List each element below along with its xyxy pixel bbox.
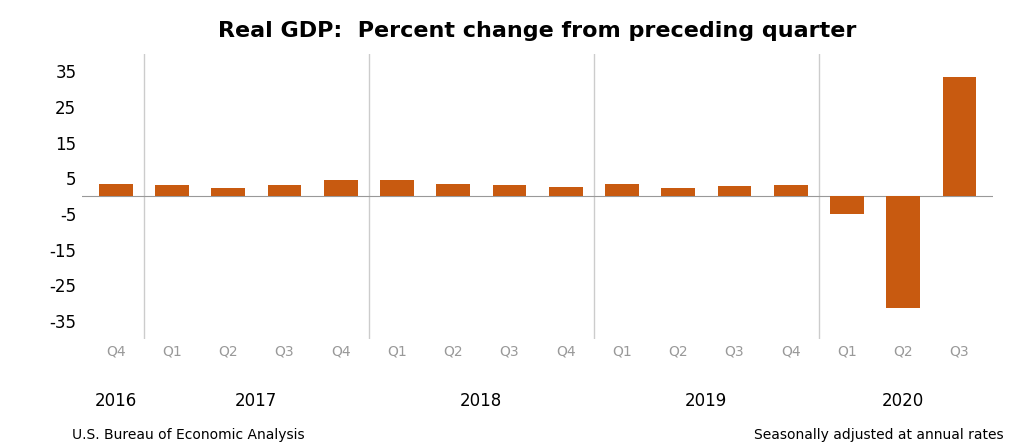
Bar bbox=[380, 180, 414, 196]
Text: 2018: 2018 bbox=[460, 392, 503, 410]
Bar bbox=[211, 188, 245, 196]
Bar bbox=[718, 186, 752, 196]
Bar bbox=[155, 185, 188, 196]
Bar bbox=[943, 77, 977, 196]
Bar bbox=[98, 184, 132, 196]
Bar bbox=[324, 180, 357, 196]
Bar bbox=[549, 187, 583, 196]
Bar bbox=[830, 196, 864, 214]
Text: 2019: 2019 bbox=[685, 392, 727, 410]
Text: 2016: 2016 bbox=[94, 392, 137, 410]
Text: Seasonally adjusted at annual rates: Seasonally adjusted at annual rates bbox=[754, 428, 1004, 442]
Bar bbox=[493, 185, 526, 196]
Bar bbox=[662, 188, 695, 196]
Text: 2017: 2017 bbox=[236, 392, 278, 410]
Text: U.S. Bureau of Economic Analysis: U.S. Bureau of Economic Analysis bbox=[72, 428, 304, 442]
Text: 2020: 2020 bbox=[882, 392, 925, 410]
Title: Real GDP:  Percent change from preceding quarter: Real GDP: Percent change from preceding … bbox=[218, 21, 857, 41]
Bar bbox=[436, 184, 470, 196]
Bar bbox=[774, 185, 808, 196]
Bar bbox=[267, 185, 301, 196]
Bar bbox=[605, 184, 639, 196]
Bar bbox=[887, 196, 921, 308]
